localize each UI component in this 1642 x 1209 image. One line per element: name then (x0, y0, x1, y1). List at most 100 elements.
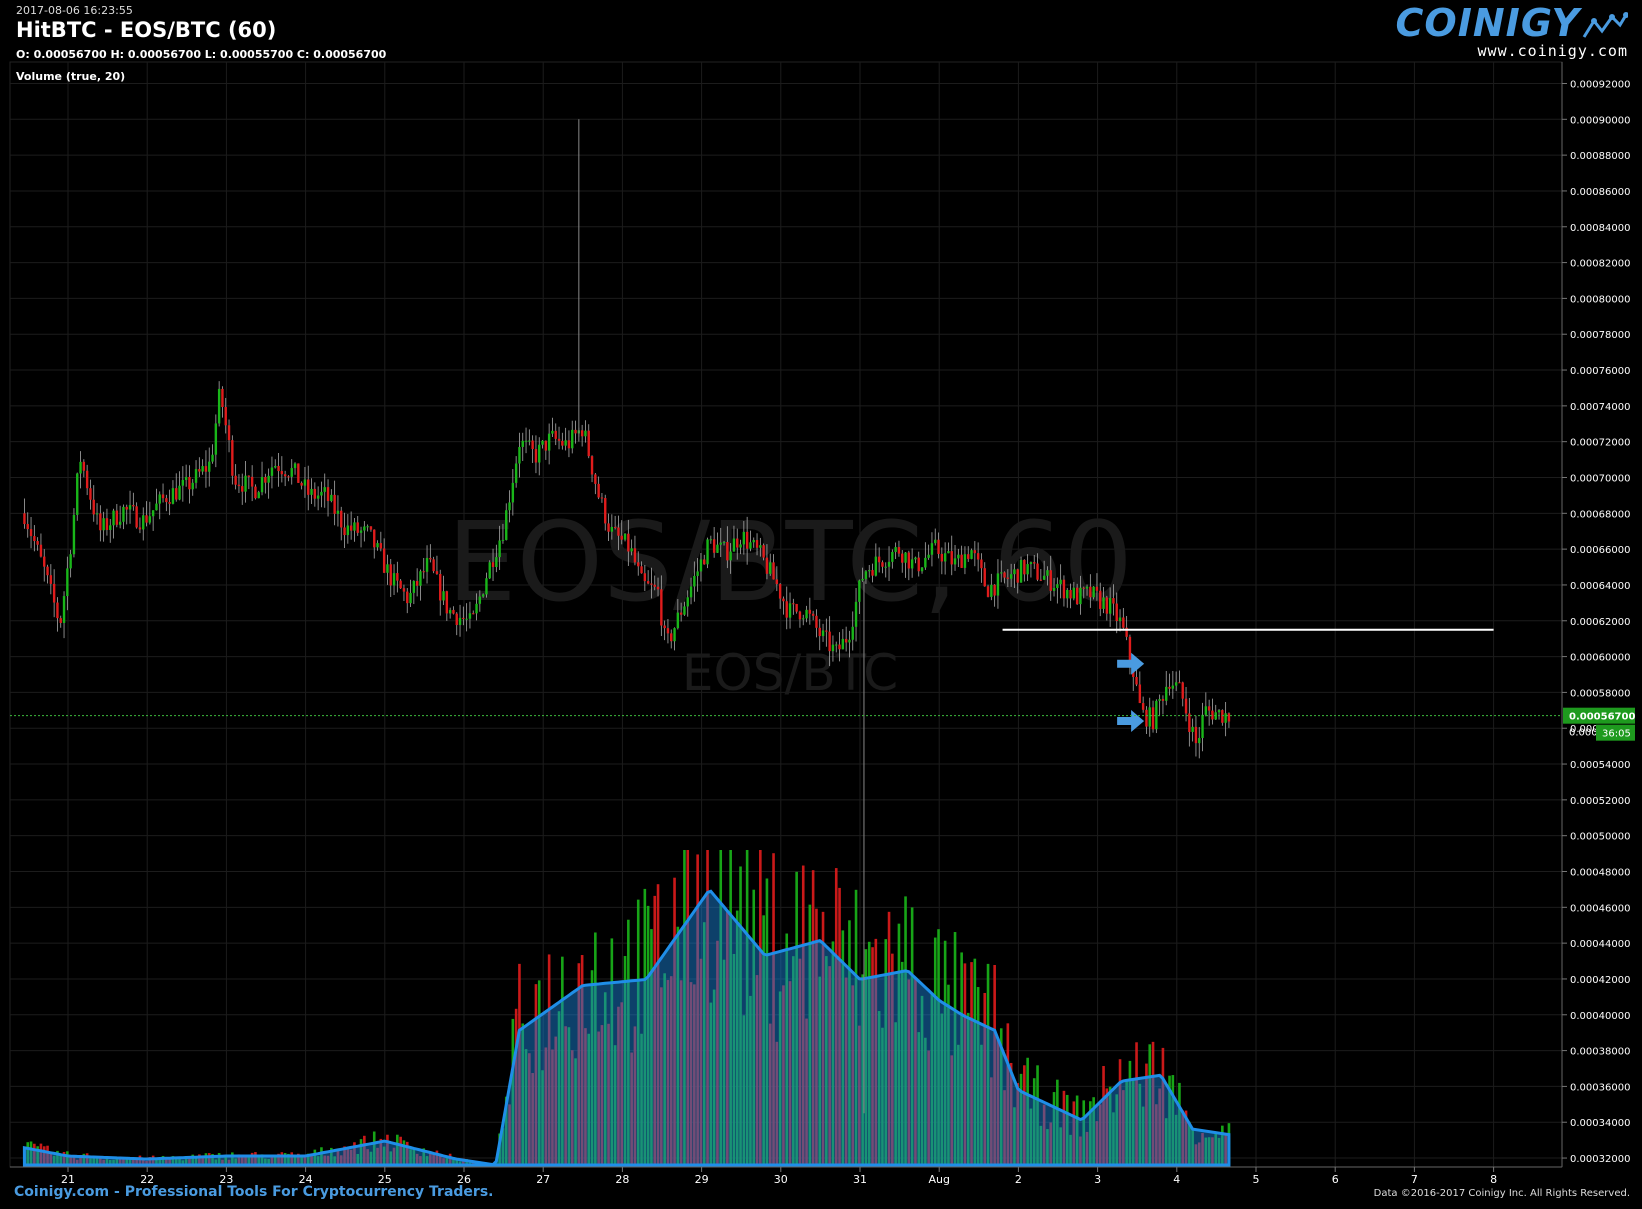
candle-body (412, 581, 416, 593)
candle-body (811, 613, 815, 616)
candle (442, 575, 445, 605)
candle (736, 528, 739, 560)
candle (109, 519, 112, 543)
candle (95, 503, 99, 525)
candle-body (561, 440, 564, 446)
candle-body (703, 559, 706, 565)
candle-body (571, 429, 574, 449)
candle-body (640, 566, 643, 574)
candle (1128, 634, 1132, 675)
candle-body (604, 498, 607, 524)
candle-body (759, 545, 762, 548)
candle (996, 559, 1000, 609)
candle-body (148, 516, 152, 523)
candle (745, 516, 749, 565)
candle-body (627, 533, 630, 552)
candle-body (425, 557, 429, 572)
candle-body (524, 440, 528, 442)
candle-body (854, 601, 858, 627)
candle (478, 590, 482, 612)
candle-body (99, 513, 102, 531)
candle (993, 584, 996, 607)
footer-tagline[interactable]: Coinigy.com - Professional Tools For Cry… (14, 1184, 494, 1200)
candle-body (260, 477, 264, 493)
candle-body (1135, 676, 1138, 685)
candle (825, 618, 828, 647)
candle (346, 514, 350, 544)
candle (326, 479, 330, 517)
candle-body (478, 596, 482, 604)
candle-body (102, 518, 105, 531)
candle (934, 528, 937, 546)
candle (1085, 584, 1089, 596)
candle-body (851, 626, 854, 640)
candle (1168, 673, 1171, 696)
candle-body (142, 515, 145, 530)
candle (930, 532, 934, 567)
candle (924, 542, 927, 570)
candle (937, 532, 940, 559)
candle-body (521, 440, 524, 447)
candle (633, 535, 637, 566)
candle-body (868, 570, 871, 572)
candle-body (1003, 572, 1006, 578)
candle-body (472, 613, 475, 615)
price-axis: 0.00032000 0.00034000 0.00036000 0.00038000… (1561, 62, 1630, 1167)
candle (986, 584, 990, 598)
candle-body (983, 568, 986, 587)
candle (313, 482, 317, 507)
candle-body (518, 446, 521, 464)
candle-body (778, 584, 782, 599)
candle-body (72, 514, 76, 555)
candle-body (1174, 682, 1178, 686)
candle-body (181, 480, 185, 486)
candle-body (1026, 564, 1029, 575)
logo-url: www.coinigy.com (1477, 42, 1628, 60)
candle (848, 630, 851, 658)
candle-body (125, 506, 128, 510)
candle-body (429, 557, 432, 560)
candle (531, 435, 534, 463)
candle (920, 566, 924, 574)
candle (1000, 560, 1003, 583)
candle-body (1066, 589, 1069, 599)
candle (1138, 671, 1142, 704)
candle (597, 476, 600, 500)
candle-body (920, 567, 924, 572)
candle-body (861, 578, 864, 581)
candle-body (501, 539, 505, 541)
candle (429, 544, 432, 563)
candle (643, 564, 647, 591)
chart-annotations (1002, 628, 1494, 733)
volume-indicator-label[interactable]: Volume (true, 20) (16, 70, 126, 83)
candle (188, 465, 191, 504)
y-tick-label: 0.00062000 (1570, 617, 1630, 628)
candle (208, 447, 211, 487)
candle-body (485, 578, 488, 595)
candle-body (775, 579, 779, 585)
candle (670, 629, 673, 649)
y-tick-label: 0.00050000 (1570, 832, 1630, 843)
candle-body (712, 539, 716, 553)
candle-body (442, 591, 445, 601)
candle (1089, 574, 1092, 608)
candle (1039, 569, 1043, 582)
candle (128, 490, 132, 524)
candle (851, 611, 854, 651)
candle-body (389, 564, 392, 586)
candle-body (448, 609, 452, 614)
candle (468, 601, 472, 629)
candle-body (818, 627, 821, 637)
candle (105, 508, 109, 536)
watermark-sub: EOS/BTC (682, 644, 898, 702)
candle-body (356, 522, 359, 533)
candle-body (336, 510, 340, 514)
x-tick-label: 7 (1411, 1173, 1418, 1186)
coinigy-logo[interactable]: COINIGY www.coinigy.com (1396, 2, 1629, 60)
candle-body (287, 476, 290, 478)
candle (749, 530, 752, 552)
candle (125, 504, 128, 525)
candle (726, 526, 729, 569)
candle (1188, 698, 1191, 747)
